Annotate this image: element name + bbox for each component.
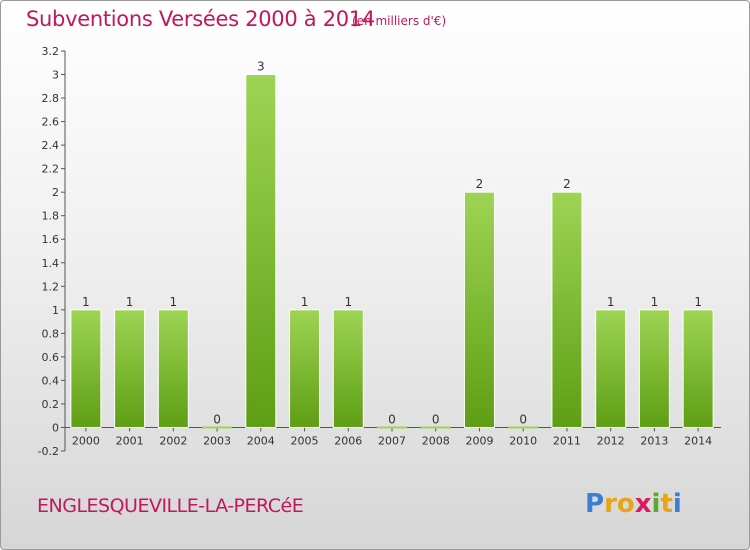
- y-tick-label: 2.2: [42, 163, 60, 176]
- data-label: 0: [213, 412, 221, 426]
- x-tick-label: 2002: [159, 434, 187, 447]
- data-label: 1: [301, 295, 309, 309]
- x-tick-label: 2010: [509, 434, 537, 447]
- x-tick-label: 2000: [72, 434, 100, 447]
- bar: [420, 426, 451, 429]
- y-tick-label: 2.8: [42, 92, 60, 105]
- data-label: 0: [432, 412, 440, 426]
- y-tick-label: 0.6: [42, 351, 60, 364]
- bar: [595, 309, 627, 428]
- x-tick-label: 2004: [247, 434, 275, 447]
- y-tick-label: 2.4: [42, 139, 60, 152]
- y-tick-label: 2.6: [42, 116, 60, 129]
- data-label: 1: [170, 295, 178, 309]
- proxiti-logo: Proxiti: [585, 489, 682, 519]
- y-tick-label: 1.2: [42, 280, 60, 293]
- logo-letter: P: [585, 489, 605, 519]
- bar: [157, 309, 189, 428]
- bar: [377, 426, 407, 429]
- bar: [638, 309, 670, 428]
- y-tick-label: 0.4: [42, 374, 60, 387]
- data-label: 1: [126, 295, 134, 309]
- x-tick-label: 2013: [640, 434, 668, 447]
- bar: [508, 426, 539, 429]
- y-tick-label: 3.2: [42, 45, 60, 58]
- y-tick-label: 0: [52, 421, 59, 434]
- bar: [332, 309, 364, 428]
- y-tick-label: 1: [52, 304, 59, 317]
- logo-letter: o: [616, 489, 635, 519]
- unit-note: (en milliers d'€): [352, 14, 447, 28]
- bar: [202, 426, 233, 429]
- x-tick-label: 2009: [465, 434, 493, 447]
- y-tick-label: 1.4: [42, 257, 60, 270]
- data-label: 2: [476, 177, 484, 191]
- chart-title: Subventions Versées 2000 à 2014: [26, 7, 375, 31]
- logo-letter: x: [634, 489, 652, 519]
- bar: [70, 309, 102, 428]
- logo-letter: i: [672, 489, 682, 519]
- logo-letter: i: [651, 489, 661, 519]
- x-tick-label: 2005: [291, 434, 319, 447]
- x-tick-label: 2003: [203, 434, 231, 447]
- data-label: 2: [563, 177, 571, 191]
- y-tick-label: 0.8: [42, 327, 60, 340]
- data-label: 1: [82, 295, 90, 309]
- logo-letter: r: [604, 489, 617, 519]
- bar: [682, 309, 714, 428]
- y-tick-label: 2: [52, 186, 59, 199]
- data-label: 0: [519, 412, 527, 426]
- y-tick-label: 1.6: [42, 233, 60, 246]
- bar: [245, 74, 277, 428]
- data-label: 1: [344, 295, 352, 309]
- data-label: 0: [388, 412, 396, 426]
- y-tick-label: -0.2: [38, 445, 59, 458]
- data-label: 3: [257, 60, 265, 74]
- x-tick-label: 2012: [597, 434, 625, 447]
- bar: [463, 191, 495, 428]
- x-tick-label: 2008: [422, 434, 450, 447]
- y-tick-label: 3: [52, 69, 59, 82]
- x-tick-label: 2001: [116, 434, 144, 447]
- x-tick-label: 2006: [334, 434, 362, 447]
- logo-letter: t: [660, 489, 673, 519]
- commune-name: ENGLESQUEVILLE-LA-PERCéE: [37, 495, 304, 517]
- y-tick-label: 1.8: [42, 210, 60, 223]
- bar: [114, 309, 146, 428]
- data-label: 1: [651, 295, 659, 309]
- data-label: 1: [607, 295, 615, 309]
- y-tick-label: 0.2: [42, 398, 60, 411]
- bar: [289, 309, 321, 428]
- x-tick-label: 2007: [378, 434, 406, 447]
- x-tick-label: 2011: [553, 434, 581, 447]
- bar: [551, 191, 583, 428]
- data-label: 1: [694, 295, 702, 309]
- x-tick-label: 2014: [684, 434, 712, 447]
